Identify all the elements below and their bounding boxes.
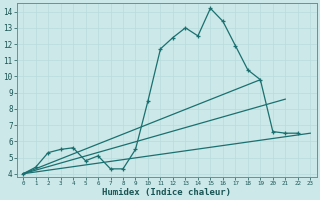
X-axis label: Humidex (Indice chaleur): Humidex (Indice chaleur) <box>102 188 231 197</box>
